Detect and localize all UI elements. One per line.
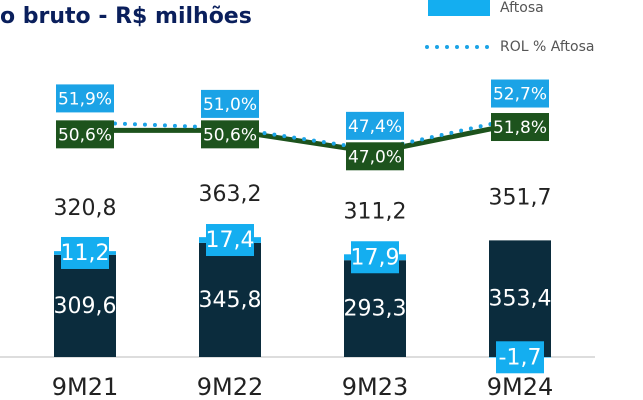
total-label: 311,2 — [344, 199, 407, 224]
line-value-label: 51,9% — [58, 89, 112, 109]
bar — [199, 242, 261, 357]
segment-value-label-box — [61, 236, 109, 269]
bar — [344, 260, 406, 357]
bar-value-label: 309,6 — [54, 294, 117, 319]
line-value-label-box — [346, 142, 404, 171]
legend-swatch — [428, 0, 490, 16]
line — [85, 120, 521, 155]
line-value-label-box — [491, 79, 549, 108]
bar — [489, 240, 551, 357]
bar-value-label: 345,8 — [199, 288, 262, 313]
bar — [54, 254, 116, 357]
line — [83, 115, 522, 152]
line-value-label: 51,8% — [493, 118, 547, 138]
line-value-label-box — [201, 120, 259, 149]
segment-value-label: 11,2 — [61, 241, 110, 266]
segment-value-label: -1,7 — [499, 345, 542, 370]
line-value-label: 50,6% — [203, 125, 257, 145]
line-value-label-box — [56, 120, 114, 149]
line-value-label-box — [346, 111, 404, 140]
x-tick-label: 9M22 — [197, 373, 264, 400]
line-value-label-box — [56, 84, 114, 113]
segment-value-label: 17,4 — [206, 228, 255, 253]
segment-value-label-box — [351, 241, 399, 274]
line-value-label: 52,7% — [493, 85, 547, 105]
x-tick-label: 9M23 — [342, 373, 409, 400]
total-label: 351,7 — [489, 185, 552, 210]
segment-value-label-box — [206, 224, 254, 257]
line-value-label-box — [201, 89, 259, 118]
bar-value-label: 353,4 — [489, 287, 552, 312]
legend-label: Aftosa — [500, 0, 544, 16]
legend-label: ROL % Aftosa — [500, 39, 594, 55]
total-label: 320,8 — [54, 196, 117, 221]
line-value-label: 50,6% — [58, 125, 112, 145]
line-value-label: 47,0% — [348, 147, 402, 167]
line-value-label: 51,0% — [203, 95, 257, 115]
total-label: 363,2 — [199, 182, 262, 207]
chart-title: o bruto - R$ milhões — [0, 4, 252, 29]
x-tick-label: 9M21 — [52, 373, 119, 400]
line-value-label-box — [491, 113, 549, 142]
line-value-label: 47,4% — [348, 117, 402, 137]
x-tick-label: 9M24 — [487, 373, 554, 400]
segment-value-label-box — [496, 341, 544, 374]
segment-value-label: 17,9 — [351, 245, 400, 270]
bar-value-label: 293,3 — [344, 297, 407, 322]
